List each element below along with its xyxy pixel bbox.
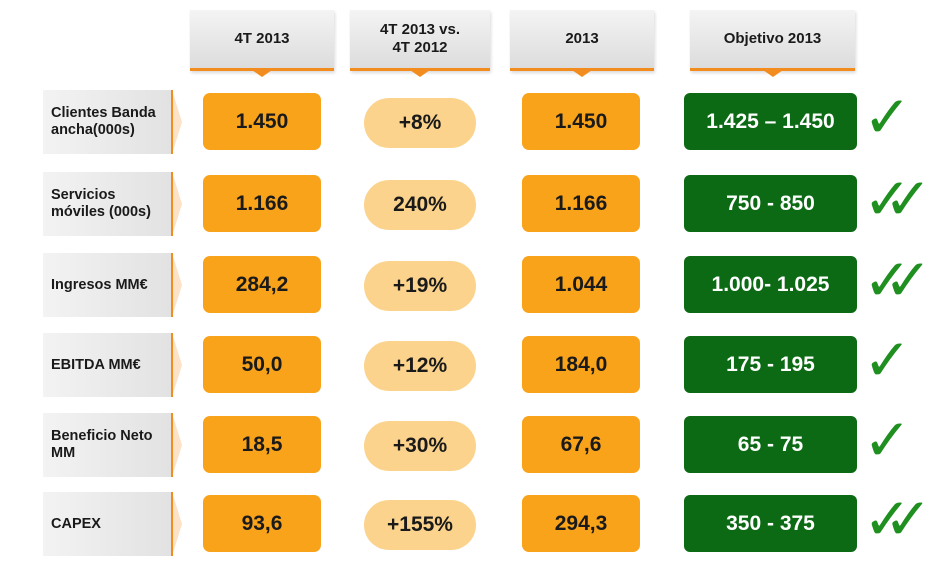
checkmark-icon: ✓ <box>863 326 911 394</box>
target-range-box: 175 - 195 <box>684 336 857 393</box>
year-value-box: 294,3 <box>522 495 640 552</box>
target-range-box: 1.000- 1.025 <box>684 256 857 313</box>
row-label: CAPEX <box>43 492 182 556</box>
yoy-growth-pill: 240% <box>364 180 476 230</box>
checkmark-icon: ✓ <box>863 83 911 151</box>
year-value-box: 184,0 <box>522 336 640 393</box>
header-q4-vs-q4: 4T 2013 vs. 4T 2012 <box>350 10 490 77</box>
yoy-growth-pill: +19% <box>364 261 476 311</box>
year-value-box: 1.044 <box>522 256 640 313</box>
row-label: EBITDA MM€ <box>43 333 182 397</box>
row-label: Servicios móviles (000s) <box>43 172 182 236</box>
yoy-growth-pill: +8% <box>364 98 476 148</box>
year-value-box: 67,6 <box>522 416 640 473</box>
year-value-box: 1.166 <box>522 175 640 232</box>
q4-value-box: 1.450 <box>203 93 321 150</box>
q4-value-box: 93,6 <box>203 495 321 552</box>
year-value-box: 1.450 <box>522 93 640 150</box>
header-q4-2013: 4T 2013 <box>190 10 334 77</box>
yoy-growth-pill: +155% <box>364 500 476 550</box>
row-label: Clientes Banda ancha(000s) <box>43 90 182 154</box>
target-range-box: 350 - 375 <box>684 495 857 552</box>
q4-value-box: 18,5 <box>203 416 321 473</box>
yoy-growth-pill: +30% <box>364 421 476 471</box>
header-2013: 2013 <box>510 10 654 77</box>
yoy-growth-pill: +12% <box>364 341 476 391</box>
checkmark-icon: ✓✓ <box>863 165 932 233</box>
target-range-box: 1.425 – 1.450 <box>684 93 857 150</box>
checkmark-icon: ✓✓ <box>863 485 932 553</box>
q4-value-box: 1.166 <box>203 175 321 232</box>
row-label: Beneficio Neto MM <box>43 413 182 477</box>
row-label: Ingresos MM€ <box>43 253 182 317</box>
target-range-box: 750 - 850 <box>684 175 857 232</box>
q4-value-box: 50,0 <box>203 336 321 393</box>
checkmark-icon: ✓✓ <box>863 246 932 314</box>
header-objetivo-2013: Objetivo 2013 <box>690 10 855 77</box>
q4-value-box: 284,2 <box>203 256 321 313</box>
checkmark-icon: ✓ <box>863 406 911 474</box>
target-range-box: 65 - 75 <box>684 416 857 473</box>
